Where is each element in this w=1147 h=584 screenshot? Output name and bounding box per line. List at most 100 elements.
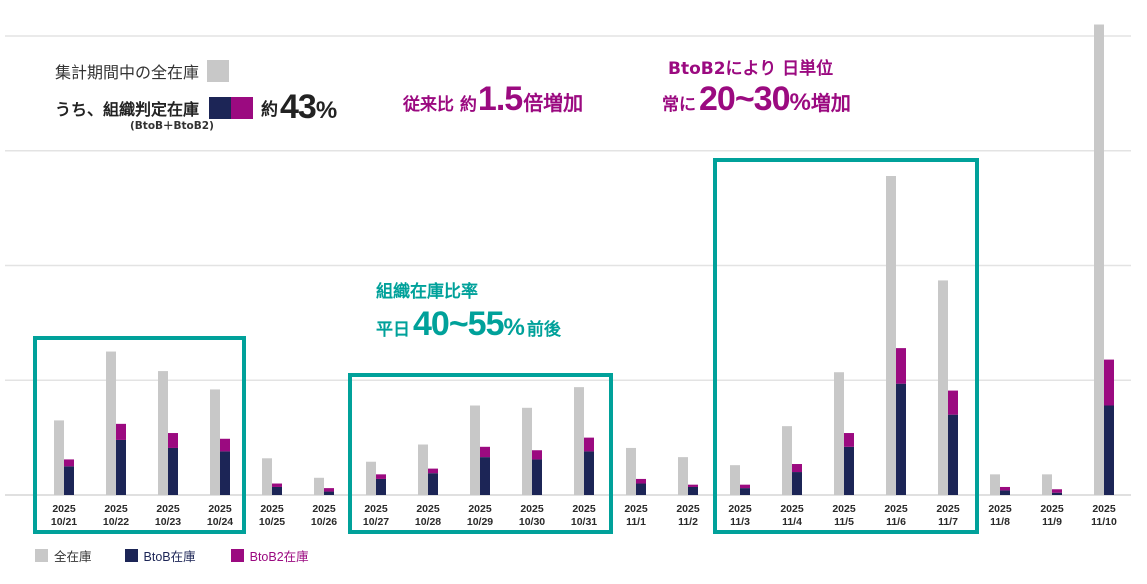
bar-btob2 (1000, 486, 1010, 491)
bars (54, 24, 1114, 496)
x-tick-label-year: 2025 (572, 503, 596, 515)
bar-btob2 (1052, 489, 1062, 493)
bar-total (574, 387, 584, 495)
bar-btob (896, 383, 906, 495)
bar-btob2 (324, 488, 334, 492)
bar-btob2 (480, 446, 490, 458)
bar-btob (116, 439, 126, 495)
legend-swatch-btob2 (230, 549, 244, 562)
ratio-value: 40~55 (413, 305, 504, 343)
x-tick-label-date: 11/6 (886, 516, 906, 528)
summary-total-label: 集計期間中の全在庫 (55, 63, 200, 82)
bar-btob2 (688, 484, 698, 487)
chart-legend: 全在庫 BtoB在庫 BtoB2在庫 (35, 546, 341, 565)
bar-total (262, 458, 272, 495)
x-tick-label-year: 2025 (52, 503, 76, 515)
bar-btob (792, 472, 802, 495)
summary-approx: 約 (261, 100, 279, 120)
bar-btob (1052, 492, 1062, 495)
summary-total-row: 集計期間中の全在庫 (55, 59, 230, 83)
x-tick-label-year: 2025 (416, 503, 440, 515)
bar-total (522, 407, 532, 495)
bar-btob2 (636, 478, 646, 484)
x-tick-label-year: 2025 (312, 503, 336, 515)
bar-btob (688, 486, 698, 495)
bar-btob2 (64, 459, 74, 467)
x-tick-label-date: 10/27 (363, 516, 389, 528)
x-tick-label-date: 10/25 (259, 516, 285, 528)
bar-total (158, 371, 168, 495)
bar-btob (636, 483, 646, 495)
x-tick-label-date: 11/5 (834, 516, 854, 528)
bar-btob (480, 457, 490, 495)
bar-btob2 (740, 484, 750, 489)
bar-btob (324, 491, 334, 495)
x-tick-label-year: 2025 (156, 503, 180, 515)
highlight-box-week3 (713, 158, 979, 534)
bar-total (886, 175, 896, 495)
x-tick-label-date: 10/26 (311, 516, 337, 528)
x-tick-label-date: 11/9 (1042, 516, 1062, 528)
x-tick-label-year: 2025 (260, 503, 284, 515)
highlight-box-week1 (33, 336, 246, 534)
x-tick-label-date: 10/21 (51, 516, 77, 528)
bar-btob2 (116, 423, 126, 440)
x-tick-label-year: 2025 (832, 503, 856, 515)
bar-btob (220, 451, 230, 495)
bar-btob (532, 459, 542, 495)
legend-item-total: 全在庫 (35, 546, 92, 565)
x-tick-label-year: 2025 (936, 503, 960, 515)
bar-total (366, 461, 376, 495)
bar-btob2 (376, 474, 386, 479)
x-tick-label-date: 11/3 (730, 516, 750, 528)
ratio-suffix: 前後 (526, 320, 561, 340)
x-tick-label-date: 11/7 (938, 516, 958, 528)
btob2-unit: % (789, 89, 811, 116)
legend-swatch-btob (124, 549, 138, 562)
bar-btob (64, 466, 74, 495)
bar-total (730, 465, 740, 495)
btob2-annotation-line2: 常に 20~30 % 増加 (662, 80, 851, 119)
bar-total (1094, 24, 1104, 496)
bar-total (938, 280, 948, 495)
ratio-unit: % (503, 314, 525, 341)
bar-btob2 (168, 433, 178, 448)
x-tick-label-date: 10/22 (103, 516, 129, 528)
growth-prefix: 従来比 約 (403, 95, 477, 115)
x-tick-label-date: 11/8 (990, 516, 1010, 528)
bar-btob2 (896, 348, 906, 384)
x-tick-label-date: 10/31 (571, 516, 597, 528)
bar-btob (948, 414, 958, 495)
summary-percent: 43 (280, 88, 317, 126)
x-tick-label-year: 2025 (1040, 503, 1064, 515)
x-tick-label-date: 10/30 (519, 516, 545, 528)
x-tick-label-date: 10/29 (467, 516, 493, 528)
bar-total (470, 405, 480, 495)
summary-percent-unit: % (315, 96, 338, 124)
x-tick-label-date: 10/24 (207, 516, 233, 528)
btob2-prefix: 常に (662, 95, 696, 115)
x-tick-label-year: 2025 (104, 503, 128, 515)
btob2-swatch (231, 96, 254, 119)
bar-total (990, 474, 1000, 495)
ratio-annotation-line2: 平日 40~55 % 前後 (376, 305, 561, 344)
bar-btob (1000, 490, 1010, 495)
x-tick-label-date: 11/10 (1091, 516, 1117, 528)
bar-btob (584, 451, 594, 495)
btob2-annotation-line1: BtoB2により 日単位 (668, 59, 834, 79)
legend-swatch-total (35, 549, 48, 562)
x-tick-label-year: 2025 (780, 503, 804, 515)
bar-total (54, 420, 64, 495)
x-tick-label-year: 2025 (728, 503, 752, 515)
legend-label-btob: BtoB在庫 (143, 550, 196, 564)
bar-total (1042, 474, 1052, 495)
growth-annotation: 従来比 約 1.5 倍増加 (403, 80, 583, 119)
bar-btob2 (584, 437, 594, 452)
bar-total (782, 426, 792, 495)
legend-label-total: 全在庫 (54, 550, 92, 564)
bar-btob (844, 446, 854, 495)
legend-item-btob: BtoB在庫 (124, 546, 196, 565)
bar-total (210, 389, 220, 495)
x-tick-label-year: 2025 (468, 503, 492, 515)
